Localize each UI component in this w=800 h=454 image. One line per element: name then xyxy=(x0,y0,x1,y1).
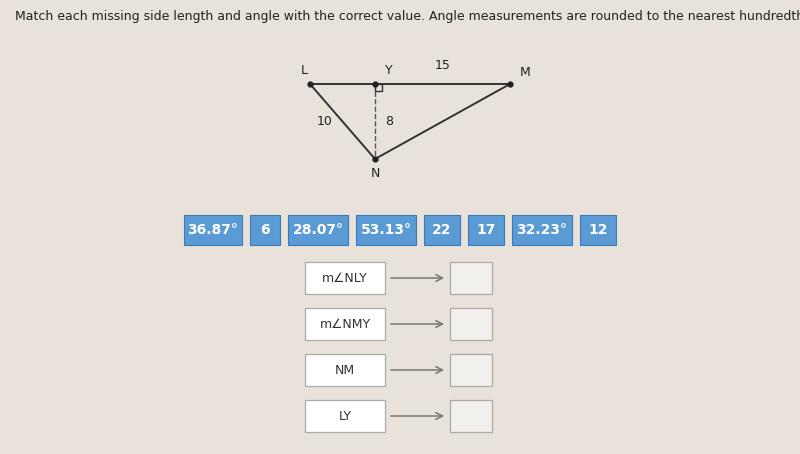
Text: 28.07°: 28.07° xyxy=(293,223,343,237)
Bar xyxy=(512,215,572,245)
Bar xyxy=(356,215,416,245)
Text: 53.13°: 53.13° xyxy=(361,223,411,237)
Text: m∠NMY: m∠NMY xyxy=(319,317,370,331)
Text: 6: 6 xyxy=(260,223,270,237)
Bar xyxy=(184,215,242,245)
Text: LY: LY xyxy=(338,410,351,423)
Bar xyxy=(305,262,385,294)
Bar xyxy=(450,400,492,432)
Text: L: L xyxy=(301,64,307,77)
Text: 12: 12 xyxy=(588,223,608,237)
Bar xyxy=(305,400,385,432)
Text: N: N xyxy=(370,167,380,180)
Bar xyxy=(250,215,280,245)
Text: 10: 10 xyxy=(317,115,333,128)
Text: NM: NM xyxy=(335,364,355,376)
Bar xyxy=(450,354,492,386)
Text: 15: 15 xyxy=(434,59,450,72)
Text: m∠NLY: m∠NLY xyxy=(322,271,368,285)
Text: 17: 17 xyxy=(476,223,496,237)
Text: 32.23°: 32.23° xyxy=(517,223,567,237)
Bar xyxy=(450,308,492,340)
Bar xyxy=(580,215,616,245)
Text: 8: 8 xyxy=(385,115,393,128)
Text: Y: Y xyxy=(385,64,393,77)
Text: M: M xyxy=(520,66,530,79)
Text: 36.87°: 36.87° xyxy=(187,223,238,237)
Bar xyxy=(288,215,348,245)
Bar xyxy=(305,308,385,340)
Text: 22: 22 xyxy=(432,223,452,237)
Bar xyxy=(468,215,504,245)
Bar xyxy=(424,215,460,245)
Text: Match each missing side length and angle with the correct value. Angle measureme: Match each missing side length and angle… xyxy=(15,10,800,23)
Bar xyxy=(305,354,385,386)
Bar xyxy=(375,84,382,91)
Bar xyxy=(450,262,492,294)
